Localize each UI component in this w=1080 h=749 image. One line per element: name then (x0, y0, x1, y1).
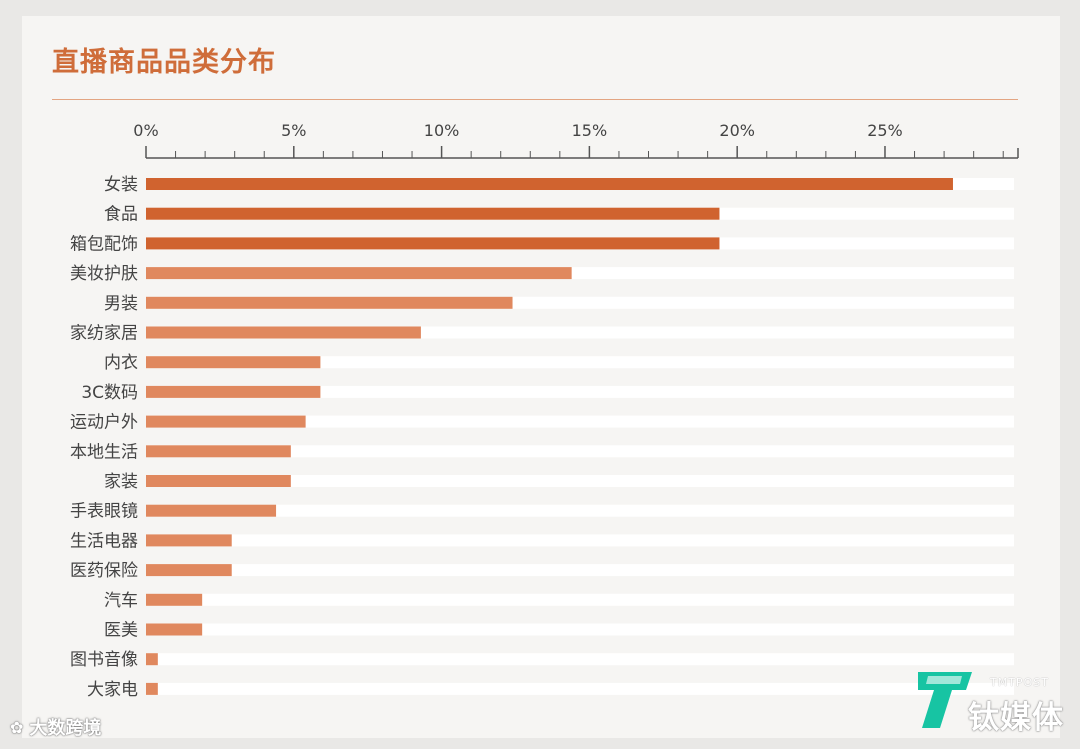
bar (146, 504, 277, 517)
category-label: 大家电 (87, 680, 138, 700)
category-label: 美妆护肤 (70, 264, 138, 284)
category-label: 家纺家居 (70, 324, 138, 344)
tmtpost-logo-icon (918, 672, 972, 728)
bar (146, 326, 421, 339)
bar-track (146, 593, 1014, 606)
bar-track (146, 385, 1014, 398)
bar (146, 564, 232, 577)
category-label: 运动户外 (70, 413, 138, 433)
chart-card (22, 16, 1060, 738)
bar (146, 445, 291, 458)
bar-track (146, 682, 1014, 695)
category-label: 生活电器 (70, 531, 138, 551)
source-watermark: ✿ 大数跨境 (10, 714, 101, 740)
chart-title: 直播商品品类分布 (52, 47, 276, 78)
category-label: 家装 (104, 472, 138, 492)
category-label: 女装 (104, 175, 138, 195)
bar (146, 682, 158, 695)
category-label: 食品 (104, 205, 138, 225)
category-label: 汽车 (104, 591, 138, 611)
brand-watermark: TMTPOST 钛媒体 (918, 672, 1068, 736)
category-label: 箱包配饰 (70, 234, 138, 254)
category-label: 男装 (104, 294, 138, 314)
x-tick-label: 10% (424, 121, 460, 140)
title-divider (52, 99, 1018, 100)
category-label: 医药保险 (70, 561, 138, 581)
bar-track (146, 356, 1014, 369)
x-tick-label: 15% (572, 121, 608, 140)
bar (146, 178, 953, 190)
category-label: 图书音像 (70, 650, 138, 670)
bar (146, 415, 306, 428)
bar (146, 296, 513, 309)
bar (146, 593, 203, 606)
bar (146, 385, 321, 398)
category-label: 内衣 (104, 353, 138, 373)
bar (146, 267, 572, 280)
bar-track (146, 475, 1014, 487)
x-tick-label: 20% (719, 121, 755, 140)
category-label: 本地生活 (70, 442, 138, 462)
bar-track (146, 504, 1014, 517)
bar-track (146, 445, 1014, 458)
bar-track (146, 415, 1014, 428)
x-tick-label: 25% (867, 121, 903, 140)
bar-track (146, 564, 1014, 577)
brand-name: 钛媒体 (968, 700, 1064, 736)
bar (146, 623, 203, 636)
x-tick-label: 0% (133, 121, 158, 140)
weibo-icon: ✿ (10, 717, 24, 737)
brand-sub: TMTPOST (990, 676, 1049, 689)
bar-track (146, 534, 1014, 547)
category-label: 医美 (104, 621, 138, 641)
category-label: 手表眼镜 (70, 502, 138, 522)
bar-track (146, 623, 1014, 636)
bar (146, 356, 321, 369)
bar (146, 237, 720, 250)
bar-track (146, 653, 1014, 666)
bar (146, 207, 720, 220)
bar (146, 475, 291, 487)
x-tick-label: 5% (281, 121, 306, 140)
source-label: 大数跨境 (29, 718, 102, 739)
category-label: 3C数码 (81, 383, 138, 403)
x-axis: 0% 5% 10% 15% 20% 25% (133, 121, 1019, 159)
bar (146, 534, 232, 547)
bar (146, 653, 158, 666)
